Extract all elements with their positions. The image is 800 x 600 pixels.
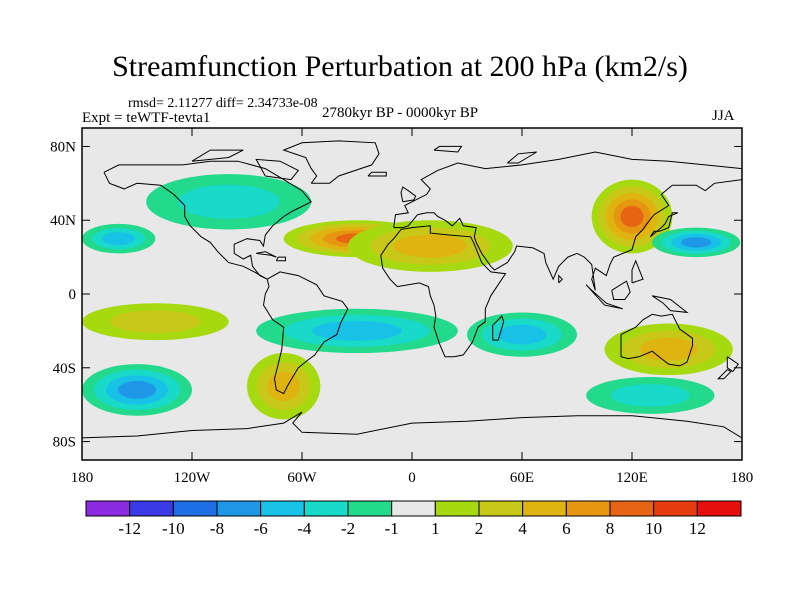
contour-band (393, 234, 468, 258)
field-feature (246, 353, 321, 420)
coastline (726, 356, 740, 373)
field-feature (347, 220, 513, 272)
lon-tick-label: 60E (510, 470, 534, 486)
coastline (191, 149, 244, 162)
coastlines (82, 140, 742, 439)
colorbar-label: -6 (254, 519, 268, 538)
coastline (558, 274, 564, 284)
coastline (367, 171, 387, 177)
colorbar-label: 4 (518, 519, 527, 538)
contour-band (177, 184, 280, 219)
contour-band (610, 384, 690, 407)
field-feature (467, 312, 577, 357)
field-feature (586, 377, 715, 414)
colorbar-label: 12 (689, 519, 706, 538)
colorbar-box (434, 500, 480, 517)
colorbar-label: 10 (645, 519, 662, 538)
colorbar-box (478, 500, 524, 517)
colorbar-label: -2 (341, 519, 355, 538)
contour-band (110, 310, 201, 334)
coastline (255, 158, 300, 181)
coastline (262, 271, 349, 395)
contour-band (620, 205, 644, 228)
coastline (492, 315, 505, 341)
colorbar-box (391, 500, 436, 517)
colorbar-box (216, 500, 262, 517)
field-feature (652, 227, 741, 258)
colorbar-label: 1 (431, 519, 440, 538)
coastline (620, 313, 693, 367)
colorbar-box (303, 500, 349, 517)
experiment-label: Expt = teWTF-tevta1 (82, 110, 211, 126)
coastline (611, 280, 631, 300)
contour-band (102, 232, 135, 246)
coastline (275, 256, 286, 262)
field-feature (82, 223, 156, 254)
axis-ticks: 80N 40N 0 40S 80S 180 120W 60W 0 60E 120E 180 (50, 128, 753, 486)
contour-band (680, 237, 712, 248)
coastline (400, 186, 417, 203)
colorbar-label: -4 (297, 519, 312, 538)
coastline (585, 284, 623, 310)
colorbar-label: -10 (162, 519, 185, 538)
contour-band (117, 380, 157, 399)
contour-fields (82, 174, 741, 420)
coastline (649, 212, 678, 238)
lat-tick-label: 0 (69, 287, 77, 303)
colorbar-label: -1 (385, 519, 399, 538)
colorbar-box (85, 500, 131, 517)
coastline (103, 160, 312, 280)
coastline (433, 145, 463, 153)
colorbar-box (172, 500, 218, 517)
coastline (651, 295, 689, 314)
lat-tick-label: 40N (50, 213, 76, 229)
coastline (393, 151, 742, 291)
colorbar-box (653, 500, 698, 517)
contour-band (640, 337, 698, 361)
colorbar-label: -12 (118, 519, 141, 538)
colorbar-box (609, 500, 655, 517)
lon-tick-label: 0 (408, 470, 416, 486)
chart-title: Streamfunction Perturbation at 200 hPa (… (112, 50, 688, 83)
lat-tick-label: 80N (50, 139, 76, 155)
field-feature (604, 323, 733, 376)
colorbar-box (565, 500, 611, 517)
season-label: JJA (712, 108, 735, 124)
lat-tick-label: 40S (53, 361, 76, 377)
colorbar-label: 2 (475, 519, 484, 538)
contour-band (497, 324, 547, 345)
contour-band (267, 371, 300, 401)
lon-tick-label: 120W (174, 470, 212, 486)
lon-tick-label: 180 (71, 470, 94, 486)
lon-tick-label: 120E (616, 470, 648, 486)
field-feature (82, 303, 229, 341)
colorbar-label: 8 (606, 519, 615, 538)
field-feature (146, 174, 312, 230)
colorbar-box (522, 500, 567, 517)
field-feature (82, 364, 192, 416)
lat-tick-label: 80S (53, 435, 76, 451)
contour-band (312, 321, 402, 341)
lon-tick-label: 60W (287, 470, 317, 486)
coastline (82, 411, 742, 439)
coastline (506, 151, 537, 164)
colorbar: -12 -10 -8 -6 -4 -2 -1 1 2 4 6 8 10 12 (85, 500, 742, 538)
colorbar-label: 6 (562, 519, 571, 538)
coastline (256, 251, 277, 258)
colorbar-box (260, 500, 305, 517)
coastline (380, 225, 507, 358)
colorbar-box (347, 500, 393, 517)
period-label: 2780kyr BP - 0000kyr BP (322, 105, 479, 121)
coastline (282, 140, 380, 184)
stats-label: rmsd= 2.11277 diff= 2.34733e-08 (128, 96, 318, 111)
coastline (631, 259, 644, 284)
field-feature (256, 308, 458, 354)
lon-tick-label: 180 (731, 470, 754, 486)
colorbar-box (129, 500, 174, 517)
colorbar-box (696, 500, 742, 517)
colorbar-label: -8 (210, 519, 224, 538)
coastline (717, 369, 732, 380)
